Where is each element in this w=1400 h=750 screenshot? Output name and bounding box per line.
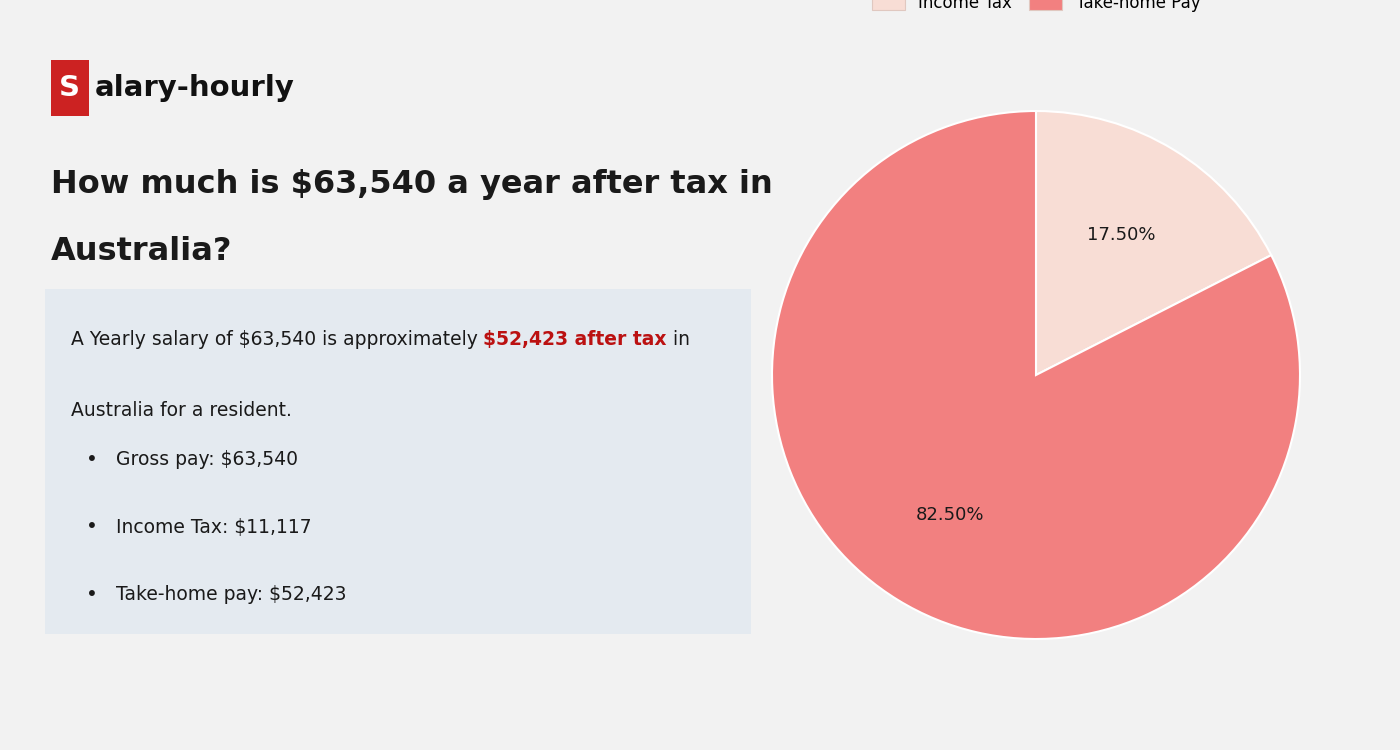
Text: •: •	[87, 518, 98, 536]
Text: 17.50%: 17.50%	[1088, 226, 1156, 244]
Text: S: S	[59, 74, 80, 102]
Text: Australia for a resident.: Australia for a resident.	[70, 401, 291, 420]
Text: $52,423 after tax: $52,423 after tax	[483, 330, 666, 349]
Text: alary-hourly: alary-hourly	[95, 74, 295, 102]
FancyBboxPatch shape	[45, 289, 750, 634]
Legend: Income Tax, Take-home Pay: Income Tax, Take-home Pay	[865, 0, 1207, 19]
Text: Take-home pay: $52,423: Take-home pay: $52,423	[116, 585, 347, 604]
Text: •: •	[87, 585, 98, 604]
Text: How much is $63,540 a year after tax in: How much is $63,540 a year after tax in	[50, 169, 773, 200]
Text: Income Tax: $11,117: Income Tax: $11,117	[116, 518, 312, 536]
Text: A Yearly salary of $63,540 is approximately: A Yearly salary of $63,540 is approximat…	[70, 330, 483, 349]
Text: Australia?: Australia?	[50, 236, 232, 267]
Text: •: •	[87, 450, 98, 469]
Wedge shape	[771, 111, 1301, 639]
Text: Gross pay: $63,540: Gross pay: $63,540	[116, 450, 298, 469]
Wedge shape	[1036, 111, 1271, 375]
FancyBboxPatch shape	[50, 60, 88, 116]
Text: in: in	[666, 330, 690, 349]
Text: 82.50%: 82.50%	[916, 506, 984, 524]
